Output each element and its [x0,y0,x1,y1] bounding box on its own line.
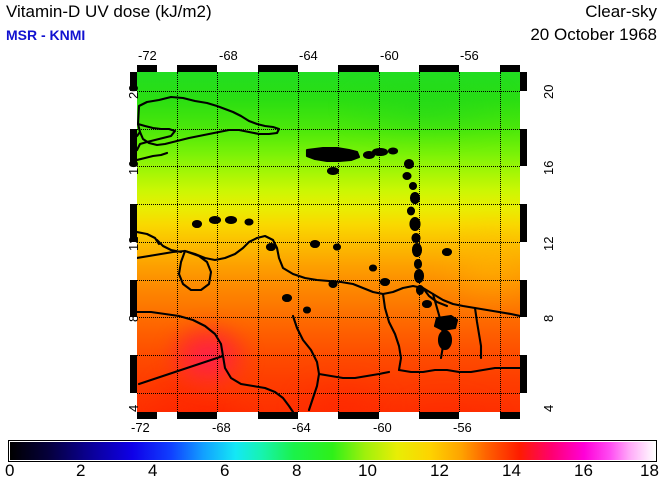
axis-label-left-lat-12: 12 [126,236,141,251]
colorbar-gradient [10,442,655,460]
axis-label-right-lat-12: 12 [541,236,556,251]
colorbar-tick-4: 4 [148,461,158,480]
map-axis-bottom [137,412,520,419]
axis-label-left-lat-4: 4 [126,404,141,412]
axis-label-right-lat-16: 16 [541,160,556,175]
colorbar-tick-8: 8 [292,461,302,480]
colorbar-tick-18: 18 [640,461,659,480]
axis-label-bottom-lon-68: -68 [212,420,231,435]
axis-label-left-lat-20: 20 [126,84,141,99]
map-axis-right [520,72,527,412]
map-plot-area [137,72,520,412]
low-dose-region-north [337,72,517,142]
colorbar-tick-0: 0 [5,461,15,480]
axis-label-top-lon-72: -72 [138,48,157,63]
colorbar-tick-12: 12 [430,461,449,480]
colorbar-tick-labels: 0 2 4 6 8 10 12 14 16 18 [0,462,665,480]
colorbar-tick-16: 16 [574,461,593,480]
axis-label-right-lat-20: 20 [541,84,556,99]
axis-label-top-lon-56: -56 [460,48,479,63]
sky-condition-label: Clear-sky [585,2,657,21]
map-graticule [137,72,520,412]
axis-label-right-lat-8: 8 [541,314,556,322]
axis-label-bottom-lon-64: -64 [292,420,311,435]
colorbar [8,440,657,462]
colorbar-tick-2: 2 [76,461,86,480]
high-dose-region-southeast [387,392,507,412]
colorbar-tick-14: 14 [502,461,521,480]
axis-label-top-lon-68: -68 [219,48,238,63]
map-axis-top [137,65,520,72]
colorbar-tick-10: 10 [358,461,377,480]
axis-label-top-lon-60: -60 [380,48,399,63]
axis-label-bottom-lon-56: -56 [453,420,472,435]
mid-dose-region-east [437,222,520,312]
data-source-label: MSR - KNMI [6,27,86,43]
page-title: Vitamin-D UV dose (kJ/m2) [6,2,212,21]
axis-label-left-lat-8: 8 [126,314,141,322]
map-axis-left [130,72,137,412]
axis-label-bottom-lon-72: -72 [131,420,150,435]
axis-label-bottom-lon-60: -60 [373,420,392,435]
axis-label-top-lon-64: -64 [299,48,318,63]
colorbar-tick-6: 6 [220,461,230,480]
date-label: 20 October 1968 [530,25,657,44]
axis-label-left-lat-16: 16 [126,160,141,175]
uv-dose-heatmap [137,72,520,412]
axis-label-right-lat-4: 4 [541,404,556,412]
